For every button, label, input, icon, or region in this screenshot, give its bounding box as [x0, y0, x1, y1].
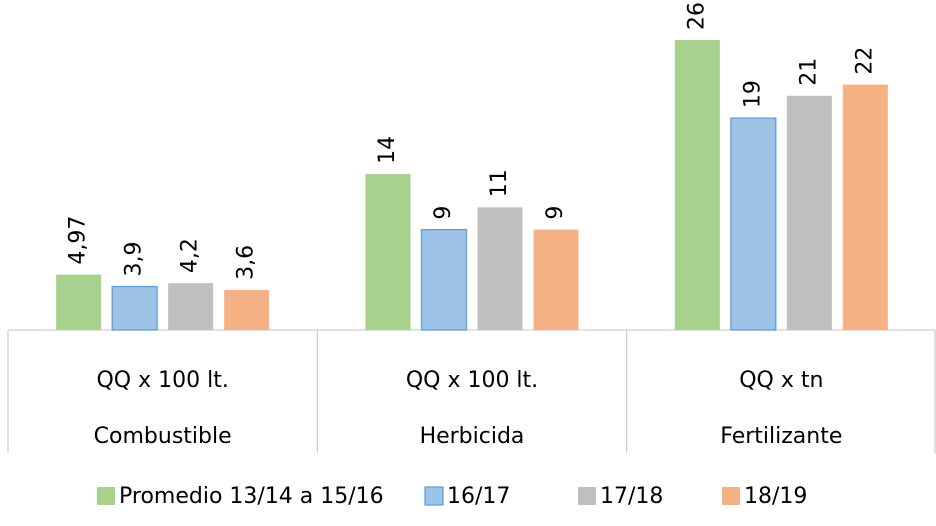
bar — [420, 229, 468, 331]
x-tick-label: QQ x 100 lt. — [96, 368, 228, 393]
x-tick-label: Combustible — [94, 424, 232, 449]
bar — [674, 40, 720, 330]
x-tick-label: QQ x 100 lt. — [406, 368, 538, 393]
legend-label: 16/17 — [447, 484, 510, 509]
bar — [477, 207, 523, 330]
legend-swatch — [722, 487, 740, 505]
legend-label: 17/18 — [600, 484, 663, 509]
data-label: 14 — [375, 136, 400, 164]
data-label: 9 — [431, 206, 456, 220]
data-label: 22 — [852, 47, 877, 75]
bar — [168, 283, 214, 330]
bar — [224, 289, 270, 330]
legend-swatch — [424, 486, 444, 506]
legend-label: 18/19 — [744, 484, 807, 509]
data-label: 4,97 — [66, 216, 91, 265]
bar — [786, 95, 832, 331]
data-label: 26 — [684, 2, 709, 30]
x-tick-label: QQ x tn — [739, 368, 823, 393]
legend-label: Promedio 13/14 a 15/16 — [119, 484, 384, 509]
bar — [111, 285, 158, 331]
x-tick-label: Herbicida — [420, 424, 525, 449]
data-label: 11 — [487, 169, 512, 197]
bar — [533, 229, 579, 330]
bar — [365, 173, 411, 330]
legend-swatch — [578, 487, 596, 505]
data-label: 3,9 — [122, 242, 147, 277]
bar — [56, 274, 102, 330]
bar — [842, 84, 888, 330]
bar — [730, 117, 777, 331]
data-label: 9 — [543, 206, 568, 220]
legend-swatch — [97, 487, 115, 505]
data-label: 3,6 — [234, 245, 259, 280]
data-label: 19 — [740, 80, 765, 108]
data-label: 4,2 — [178, 238, 203, 273]
x-tick-label: Fertilizante — [720, 424, 842, 449]
data-label: 21 — [796, 58, 821, 86]
